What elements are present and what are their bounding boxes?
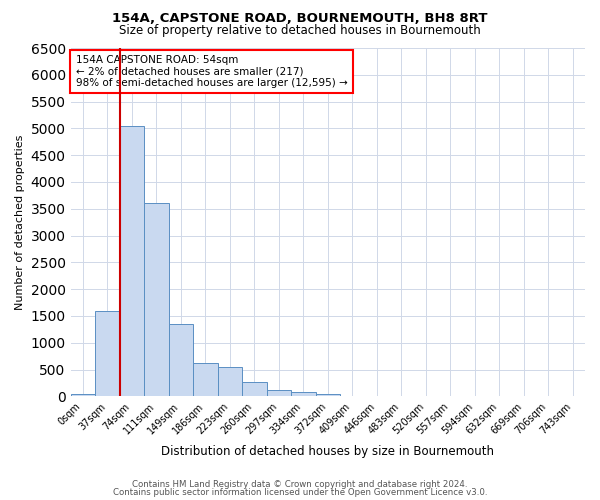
- Bar: [218, 367, 242, 396]
- Bar: [242, 382, 266, 396]
- Bar: [266, 390, 291, 396]
- Bar: [71, 394, 95, 396]
- Bar: [169, 324, 193, 396]
- Text: Contains public sector information licensed under the Open Government Licence v3: Contains public sector information licen…: [113, 488, 487, 497]
- Text: Size of property relative to detached houses in Bournemouth: Size of property relative to detached ho…: [119, 24, 481, 37]
- Bar: [291, 392, 316, 396]
- Bar: [95, 310, 119, 396]
- Text: Contains HM Land Registry data © Crown copyright and database right 2024.: Contains HM Land Registry data © Crown c…: [132, 480, 468, 489]
- Y-axis label: Number of detached properties: Number of detached properties: [15, 134, 25, 310]
- Bar: [119, 126, 144, 396]
- Bar: [316, 394, 340, 396]
- Text: 154A, CAPSTONE ROAD, BOURNEMOUTH, BH8 8RT: 154A, CAPSTONE ROAD, BOURNEMOUTH, BH8 8R…: [112, 12, 488, 26]
- Text: 154A CAPSTONE ROAD: 54sqm
← 2% of detached houses are smaller (217)
98% of semi-: 154A CAPSTONE ROAD: 54sqm ← 2% of detach…: [76, 55, 347, 88]
- Bar: [193, 363, 218, 396]
- X-axis label: Distribution of detached houses by size in Bournemouth: Distribution of detached houses by size …: [161, 444, 494, 458]
- Bar: [144, 204, 169, 396]
